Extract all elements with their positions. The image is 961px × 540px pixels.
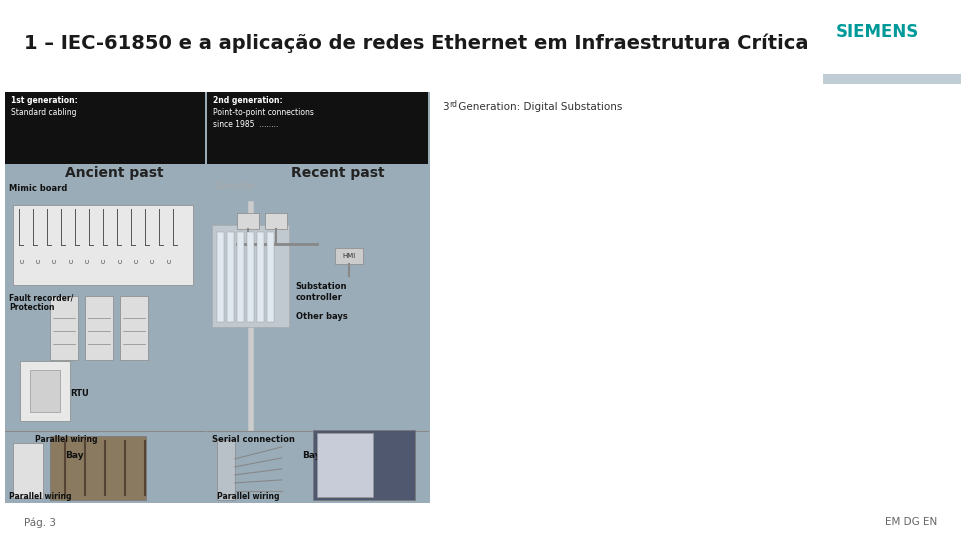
Text: since 1985  ........: since 1985 ........ [212, 120, 278, 129]
Text: Protection: Protection [9, 303, 55, 312]
Text: Pág. 3: Pág. 3 [24, 517, 56, 528]
Text: Fault recorder/: Fault recorder/ [9, 293, 73, 302]
Bar [50, 436, 146, 500]
Text: Bay: Bay [302, 451, 321, 460]
Text: U: U [52, 260, 56, 265]
Text: EM DG EN: EM DG EN [885, 517, 937, 528]
Text: Ancient past: Ancient past [65, 166, 163, 180]
Bar [217, 232, 224, 322]
Text: U: U [68, 260, 72, 265]
Text: Parallel wiring: Parallel wiring [9, 492, 71, 501]
Bar [30, 370, 60, 411]
Bar [236, 232, 244, 322]
Text: U: U [150, 260, 154, 265]
Bar [5, 92, 205, 164]
Text: Controller: Controller [214, 181, 257, 191]
Bar [257, 232, 263, 322]
Bar [823, 73, 961, 84]
Bar [227, 232, 234, 322]
Text: 3: 3 [442, 102, 449, 112]
Bar [211, 225, 289, 327]
Text: Parallel wiring: Parallel wiring [35, 435, 97, 444]
Bar [207, 92, 428, 164]
Bar [247, 232, 254, 322]
Bar [267, 232, 274, 322]
Text: U: U [117, 260, 121, 265]
Bar [13, 443, 43, 498]
Text: U: U [134, 260, 137, 265]
Text: U: U [101, 260, 105, 265]
Bar [217, 440, 234, 500]
Bar [50, 296, 78, 360]
Text: Point-to-point connections: Point-to-point connections [212, 107, 313, 117]
Text: HMI: HMI [342, 253, 356, 259]
Text: Standard cabling: Standard cabling [11, 107, 77, 117]
Text: U: U [85, 260, 88, 265]
Text: controller: controller [296, 293, 343, 302]
Text: 1 – IEC-61850 e a aplicação de redes Ethernet em Infraestrutura Crítica: 1 – IEC-61850 e a aplicação de redes Eth… [24, 34, 808, 53]
Text: U: U [19, 260, 23, 265]
Bar [317, 433, 374, 497]
Text: Recent past: Recent past [291, 166, 384, 180]
Text: Bay: Bay [65, 451, 84, 460]
Text: Parallel wiring: Parallel wiring [217, 492, 280, 501]
Text: Generation: Digital Substations: Generation: Digital Substations [455, 102, 623, 112]
Text: Substation: Substation [296, 282, 347, 291]
Bar [120, 296, 148, 360]
Bar [313, 430, 415, 500]
Text: SIEMENS: SIEMENS [836, 23, 919, 41]
Bar [823, 2, 955, 69]
Text: rd: rd [449, 100, 457, 109]
Text: 1st generation:: 1st generation: [11, 96, 78, 105]
Text: Mimic board: Mimic board [9, 184, 67, 193]
Bar [20, 361, 70, 421]
Bar [264, 213, 286, 228]
Text: Other bays: Other bays [296, 312, 348, 321]
Bar [5, 92, 430, 503]
Bar [13, 205, 193, 285]
Text: U: U [166, 260, 170, 265]
Text: U: U [36, 260, 39, 265]
Bar [335, 248, 363, 265]
Text: 2nd generation:: 2nd generation: [212, 96, 283, 105]
Text: RTU: RTU [70, 389, 88, 399]
Bar [85, 296, 113, 360]
Bar [236, 213, 259, 228]
Text: Serial connection: Serial connection [211, 435, 295, 444]
